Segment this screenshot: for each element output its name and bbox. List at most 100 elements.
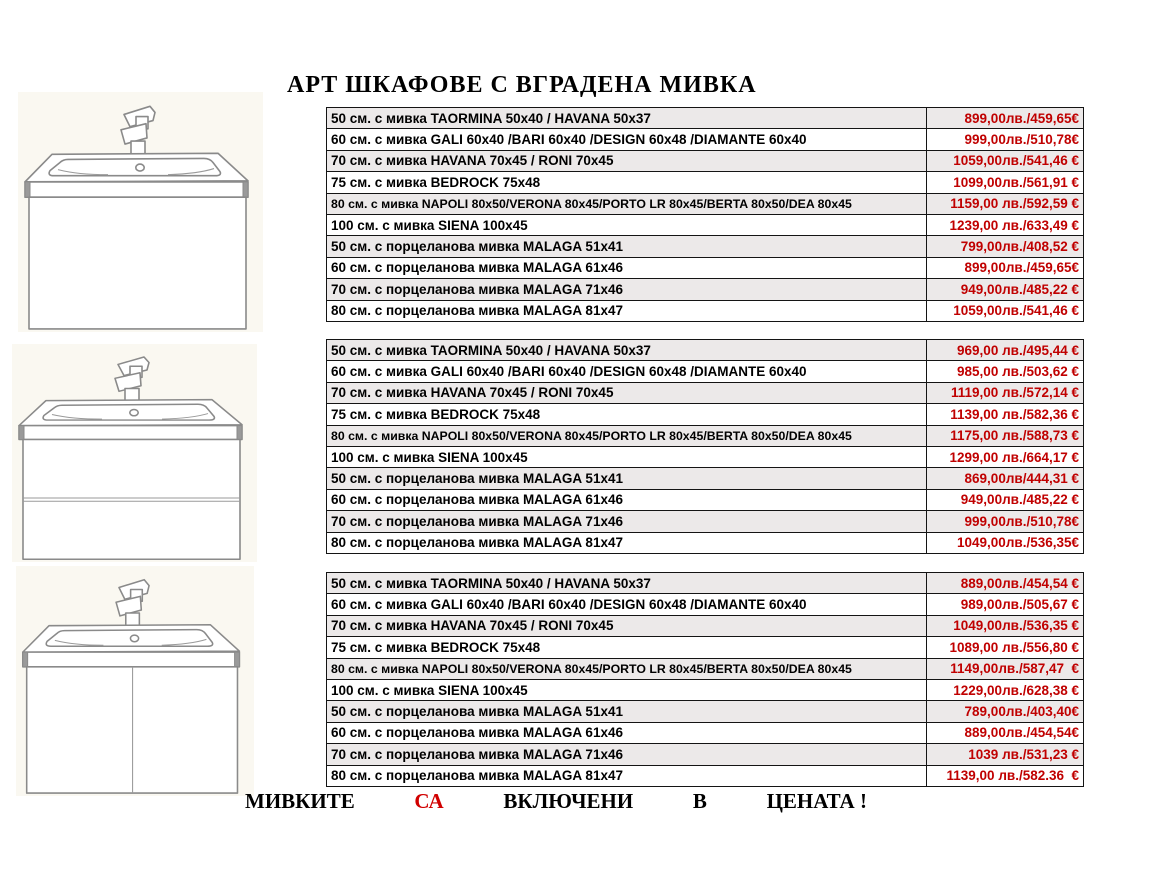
table-row: 70 см. с порцеланова мивка MALAGA 71x46 1… <box>326 743 1084 766</box>
price-value: 999,00лв./510,78€ <box>964 132 1079 148</box>
price-value: 999,00лв./510,78€ <box>964 513 1079 529</box>
table-row: 100 см. с мивка SIENA 100x45 1229,00лв./6… <box>326 678 1084 702</box>
price-value: 1159,00 лв./592,59 € <box>950 196 1079 212</box>
product-label: 70 см. с порцеланова мивка MALAGA 71x46 <box>327 279 927 300</box>
price-value: 1149,00лв./587,47 € <box>950 661 1079 677</box>
price-value: 1049,00лв./536,35 € <box>953 618 1079 634</box>
product-label: 70 см. с порцеланова мивка MALAGA 71x46 <box>327 511 927 532</box>
product-label: 80 см. с мивка NAPOLI 80x50/VERONA 80x45… <box>327 425 927 446</box>
table-row: 60 см. с порцеланова мивка MALAGA 61x46 8… <box>326 721 1084 745</box>
price-value: 1139,00 лв./582,36 € <box>950 406 1079 422</box>
price-value: 1175,00 лв./588,73 € <box>950 428 1079 444</box>
product-label: 50 см. с порцеланова мивка MALAGA 51x41 <box>327 468 927 489</box>
footer-note: МИВКИТЕ СА ВКЛЮЧЕНИ В ЦЕНАТА ! <box>245 789 867 814</box>
table-row: 70 см. с мивка HAVANA 70x45 / RONI 70x45… <box>326 614 1084 638</box>
price-value: 985,00 лв./503,62 € <box>957 364 1079 380</box>
vanity-drawing-icon <box>12 344 257 562</box>
product-label: 80 см. с порцеланова мивка MALAGA 81x47 <box>327 765 927 786</box>
price-value: 889,00лв./454,54 € <box>960 575 1079 591</box>
product-label: 75 см. с мивка BEDROCK 75x48 <box>327 637 927 658</box>
table-row: 50 см. с порцеланова мивка MALAGA 51x41 8… <box>326 467 1084 490</box>
price-value: 889,00лв./454,54€ <box>964 725 1079 741</box>
price-table-1: 50 см. с мивка TAORMINA 50x40 / HAVANA 5… <box>326 107 1084 322</box>
price-value: 899,00лв./459,65€ <box>964 110 1079 126</box>
price-value: 1059,00лв./541,46 € <box>953 303 1079 319</box>
table-row: 50 см. с порцеланова мивка MALAGA 51x41 7… <box>326 235 1084 258</box>
price-value: 989,00лв./505,67 € <box>960 597 1079 613</box>
product-label: 50 см. с порцеланова мивка MALAGA 51x41 <box>327 236 927 257</box>
table-row: 80 см. с мивка NAPOLI 80x50/VERONA 80x45… <box>326 192 1084 215</box>
product-label: 80 см. с мивка NAPOLI 80x50/VERONA 80x45… <box>327 193 927 214</box>
product-label: 100 см. с мивка SIENA 100x45 <box>327 679 927 701</box>
table-row: 75 см. с мивка BEDROCK 75x48 1139,00 лв./… <box>326 403 1084 426</box>
footer-word: ВКЛЮЧЕНИ <box>503 789 634 813</box>
product-label: 80 см. с порцеланова мивка MALAGA 81x47 <box>327 532 927 553</box>
vanity-cabinet-two-drawers <box>12 344 257 562</box>
table-row: 80 см. с порцеланова мивка MALAGA 81x47 1… <box>326 299 1084 322</box>
table-row: 50 см. с мивка TAORMINA 50x40 / HAVANA 5… <box>326 339 1084 362</box>
product-label: 100 см. с мивка SIENA 100x45 <box>327 446 927 468</box>
price-value: 1099,00лв./561,91 € <box>953 174 1079 190</box>
product-label: 80 см. с порцеланова мивка MALAGA 81x47 <box>327 300 927 321</box>
price-value: 1089,00 лв./556,80 € <box>949 639 1079 655</box>
table-row: 50 см. с мивка TAORMINA 50x40 / HAVANA 5… <box>326 572 1084 595</box>
price-value: 799,00лв./408,52 € <box>960 239 1079 255</box>
price-value: 949,00лв./485,22 € <box>960 281 1079 297</box>
table-row: 60 см. с мивка GALI 60x40 /BARI 60x40 /D… <box>326 128 1084 151</box>
price-value: 1039 лв./531,23 € <box>968 746 1079 762</box>
table-row: 100 см. с мивка SIENA 100x45 1299,00 лв./… <box>326 445 1084 469</box>
table-row: 80 см. с порцеланова мивка MALAGA 81x47 1… <box>326 764 1084 787</box>
table-row: 50 см. с порцеланова мивка MALAGA 51x41 7… <box>326 700 1084 723</box>
footer-word: ЦЕНАТА ! <box>766 789 867 813</box>
product-label: 60 см. с мивка GALI 60x40 /BARI 60x40 /D… <box>327 594 927 615</box>
price-value: 899,00лв./459,65€ <box>964 260 1079 276</box>
table-row: 60 см. с порцеланова мивка MALAGA 61x46 8… <box>326 256 1084 280</box>
footer-word: В <box>692 789 707 813</box>
product-label: 60 см. с мивка GALI 60x40 /BARI 60x40 /D… <box>327 129 927 150</box>
product-label: 50 см. с мивка TAORMINA 50x40 / HAVANA 5… <box>327 108 927 129</box>
footer-word: МИВКИТЕ <box>245 789 355 813</box>
product-label: 75 см. с мивка BEDROCK 75x48 <box>327 172 927 193</box>
price-value: 1299,00 лв./664,17 € <box>949 449 1079 465</box>
table-row: 100 см. с мивка SIENA 100x45 1239,00 лв./… <box>326 213 1084 237</box>
table-row: 50 см. с мивка TAORMINA 50x40 / HAVANA 5… <box>326 107 1084 130</box>
price-value: 1229,00лв./628,38 € <box>953 682 1079 698</box>
product-label: 70 см. с мивка HAVANA 70x45 / RONI 70x45 <box>327 150 927 172</box>
vanity-cabinet-single-front <box>18 92 263 332</box>
product-label: 60 см. с порцеланова мивка MALAGA 61x46 <box>327 257 927 279</box>
price-value: 969,00 лв./495,44 € <box>957 342 1079 358</box>
vanity-drawing-icon <box>18 92 263 332</box>
table-row: 70 см. с порцеланова мивка MALAGA 71x46 9… <box>326 510 1084 533</box>
price-value: 869,00лв/444,31 € <box>964 471 1079 487</box>
table-row: 80 см. с порцеланова мивка MALAGA 81x47 1… <box>326 531 1084 554</box>
product-label: 70 см. с мивка HAVANA 70x45 / RONI 70x45 <box>327 382 927 404</box>
price-value: 789,00лв./403,40€ <box>964 704 1079 720</box>
vanity-drawing-icon <box>16 566 254 796</box>
price-table-3: 50 см. с мивка TAORMINA 50x40 / HAVANA 5… <box>326 572 1084 787</box>
price-value: 1119,00 лв./572,14 € <box>951 385 1079 401</box>
product-label: 60 см. с порцеланова мивка MALAGA 61x46 <box>327 722 927 744</box>
page-title: АРТ ШКАФОВЕ С ВГРАДЕНА МИВКА <box>287 72 757 98</box>
product-label: 70 см. с порцеланова мивка MALAGA 71x46 <box>327 744 927 765</box>
product-label: 80 см. с мивка NAPOLI 80x50/VERONA 80x45… <box>327 658 927 679</box>
table-row: 75 см. с мивка BEDROCK 75x48 1099,00лв./5… <box>326 171 1084 194</box>
table-row: 70 см. с мивка HAVANA 70x45 / RONI 70x45… <box>326 381 1084 405</box>
product-label: 60 см. с порцеланова мивка MALAGA 61x46 <box>327 489 927 511</box>
table-row: 70 см. с порцеланова мивка MALAGA 71x46 9… <box>326 278 1084 301</box>
table-row: 60 см. с мивка GALI 60x40 /BARI 60x40 /D… <box>326 360 1084 383</box>
price-table-2: 50 см. с мивка TAORMINA 50x40 / HAVANA 5… <box>326 339 1084 554</box>
price-value: 1059,00лв./541,46 € <box>953 153 1079 169</box>
price-value: 1049,00лв./536,35€ <box>957 535 1079 551</box>
product-label: 50 см. с мивка TAORMINA 50x40 / HAVANA 5… <box>327 573 927 594</box>
product-label: 75 см. с мивка BEDROCK 75x48 <box>327 404 927 425</box>
product-label: 50 см. с мивка TAORMINA 50x40 / HAVANA 5… <box>327 340 927 361</box>
footer-word-highlight: СА <box>414 789 444 813</box>
table-row: 80 см. с мивка NAPOLI 80x50/VERONA 80x45… <box>326 424 1084 447</box>
price-value: 949,00лв./485,22 € <box>960 492 1079 508</box>
table-row: 80 см. с мивка NAPOLI 80x50/VERONA 80x45… <box>326 657 1084 680</box>
price-value: 1239,00 лв./633,49 € <box>949 217 1079 233</box>
price-value: 1139,00 лв./582.36 € <box>946 768 1079 784</box>
vanity-cabinet-two-doors <box>16 566 254 796</box>
table-row: 60 см. с мивка GALI 60x40 /BARI 60x40 /D… <box>326 593 1084 616</box>
product-label: 70 см. с мивка HAVANA 70x45 / RONI 70x45 <box>327 615 927 637</box>
